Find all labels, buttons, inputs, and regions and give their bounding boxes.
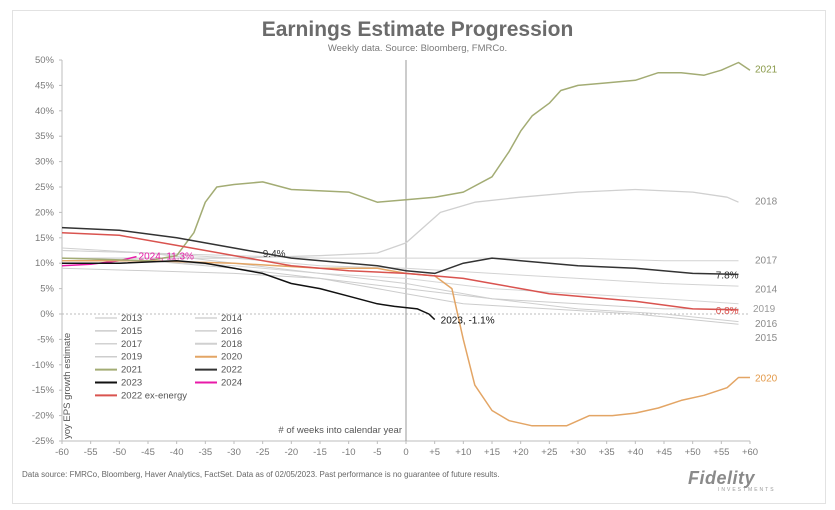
x-tick-label: -25 [256, 447, 270, 458]
annotation-2: 2023, -1.1% [441, 316, 495, 327]
x-tick-label: +45 [656, 447, 672, 458]
y-tick-label: 50% [35, 55, 55, 66]
legend-label-2017: 2017 [121, 339, 142, 350]
legend-label-2013: 2013 [121, 313, 142, 324]
x-tick-label: +20 [513, 447, 529, 458]
y-tick-label: -15% [32, 385, 55, 396]
end-label-2022-ex-energy: 0.8% [716, 306, 739, 317]
legend-label-2024: 2024 [221, 378, 242, 389]
y-tick-label: 10% [35, 258, 55, 269]
legend-label-2014: 2014 [221, 313, 242, 324]
x-tick-label: -35 [198, 447, 212, 458]
y-tick-label: -20% [32, 411, 55, 422]
legend-label-2015: 2015 [121, 326, 142, 337]
legend-label-2022: 2022 [221, 365, 242, 376]
series-line-2015 [61, 257, 739, 325]
x-tick-label: 0 [403, 447, 408, 458]
x-tick-label: -55 [84, 447, 98, 458]
series-line-2022-ex-energy [61, 231, 739, 311]
series-line-2016 [61, 247, 739, 323]
x-tick-label: +60 [742, 447, 758, 458]
x-tick-label: +5 [429, 447, 440, 458]
end-label-2018: 2018 [755, 197, 778, 208]
annotation-1: 2024, 11.3% [139, 252, 195, 263]
legend-label-2019: 2019 [121, 352, 142, 363]
y-tick-label: 25% [35, 182, 55, 193]
series-line-2021 [61, 61, 751, 262]
legend-label-2022-ex-energy: 2022 ex-energy [121, 390, 187, 401]
legend-label-2016: 2016 [221, 326, 242, 337]
x-tick-label: -40 [170, 447, 184, 458]
x-tick-label: +15 [484, 447, 500, 458]
x-tick-label: -20 [284, 447, 298, 458]
chart-subtitle: Weekly data. Source: Bloomberg, FMRCo. [327, 43, 508, 54]
end-label-2021: 2021 [755, 65, 778, 76]
x-tick-label: -5 [373, 447, 381, 458]
y-tick-label: 30% [35, 157, 55, 168]
y-tick-label: 15% [35, 233, 55, 244]
y-tick-label: 5% [40, 284, 54, 295]
data-source-note: Data source: FMRCo, Bloomberg, Haver Ana… [22, 470, 500, 479]
x-tick-label: +50 [685, 447, 701, 458]
x-tick-label: +25 [541, 447, 557, 458]
chart-frame [12, 10, 826, 504]
legend-label-2020: 2020 [221, 352, 242, 363]
legend-label-2021: 2021 [121, 365, 142, 376]
x-tick-label: -45 [141, 447, 155, 458]
end-label-2015: 2015 [755, 333, 778, 344]
x-tick-label: +40 [627, 447, 643, 458]
end-label-2016: 2016 [755, 319, 778, 330]
series-line-2019 [61, 267, 739, 310]
y-tick-label: -10% [32, 360, 55, 371]
annotation-0: 9.4% [263, 249, 286, 260]
y-tick-label: 20% [35, 207, 55, 218]
y-tick-label: 40% [35, 106, 55, 117]
x-tick-label: -10 [342, 447, 356, 458]
chart-title: Earnings Estimate Progression [261, 18, 574, 41]
x-tick-label: -50 [112, 447, 126, 458]
end-label-2017: 2017 [755, 256, 778, 267]
y-tick-label: 35% [35, 131, 55, 142]
series-line-2017 [61, 250, 739, 262]
x-tick-label: +30 [570, 447, 586, 458]
x-tick-label: -15 [313, 447, 327, 458]
series-line-2023 [62, 259, 436, 321]
x-tick-label: +35 [599, 447, 615, 458]
series-line-2020 [62, 259, 750, 427]
end-label-2020: 2020 [755, 374, 778, 385]
y-tick-label: 45% [35, 80, 55, 91]
end-label-2019: 2019 [753, 304, 776, 315]
fidelity-logo-sub: INVESTMENTS [718, 487, 776, 493]
y-axis-label: yoy EPS growth estimate [62, 333, 73, 439]
series-line-2013 [61, 257, 739, 305]
x-axis-label: # of weeks into calendar year [278, 425, 402, 436]
x-tick-label: +55 [713, 447, 729, 458]
legend-label-2018: 2018 [221, 339, 242, 350]
fidelity-logo: Fidelity [688, 468, 756, 488]
legend-label-2023: 2023 [121, 378, 142, 389]
y-tick-label: -5% [37, 334, 54, 345]
x-tick-label: -30 [227, 447, 241, 458]
end-label-2014: 2014 [755, 285, 778, 296]
x-tick-label: +10 [455, 447, 471, 458]
series-line-2022 [61, 226, 739, 276]
x-tick-label: -60 [55, 447, 69, 458]
series-line-2018 [62, 188, 739, 259]
y-tick-label: -25% [32, 436, 55, 447]
end-label-2022: 7.8% [716, 270, 739, 281]
y-tick-label: 0% [40, 309, 54, 320]
